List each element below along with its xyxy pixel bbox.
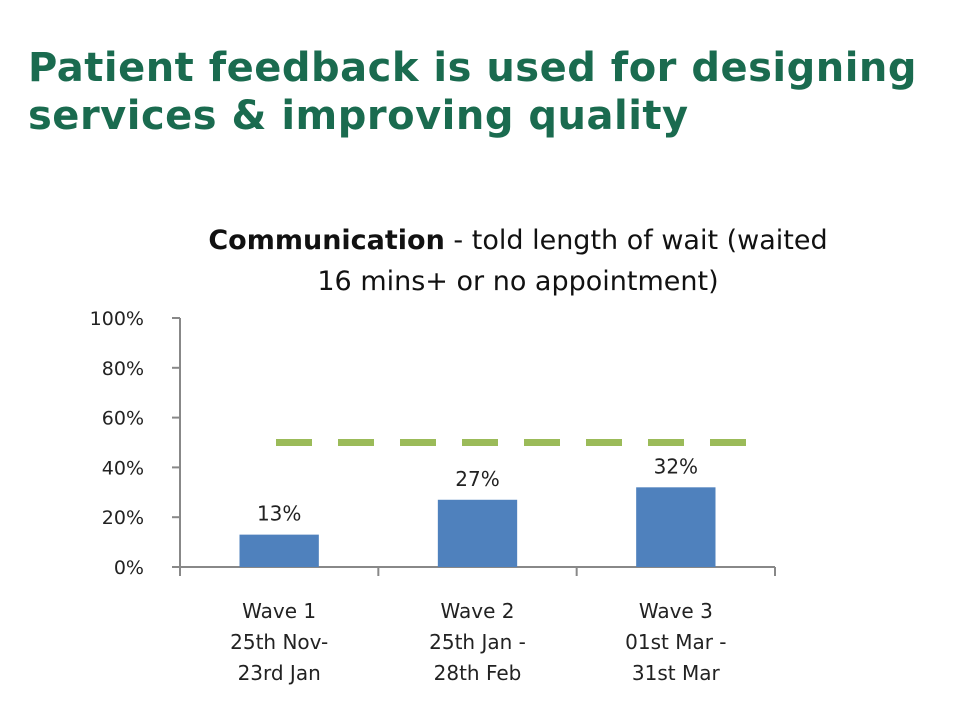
data-label: 27% (455, 467, 499, 491)
category-label: 28th Feb (434, 661, 522, 685)
category-label: 31st Mar (632, 661, 721, 685)
chart-title-bold: Communication (208, 225, 445, 256)
bar (636, 487, 716, 567)
bar (239, 534, 319, 567)
y-tick-label: 20% (102, 507, 144, 529)
chart-title: Communication - told length of wait (wai… (208, 225, 827, 256)
chart-title-rest: - told length of wait (waited (445, 225, 828, 256)
category-label: 25th Nov- (230, 630, 328, 654)
y-tick-label: 60% (102, 408, 144, 430)
y-tick-label: 80% (102, 358, 144, 380)
category-label: 01st Mar - (625, 630, 726, 654)
slide-title-line1: Patient feedback is used for designing (28, 45, 918, 91)
chart-title-line2: 16 mins+ or no appointment) (317, 266, 718, 297)
y-tick-label: 40% (102, 457, 144, 479)
category-label: Wave 2 (441, 599, 515, 623)
category-label: Wave 1 (242, 599, 316, 623)
category-label: Wave 3 (639, 599, 713, 623)
slide-title-line2: services & improving quality (28, 93, 689, 139)
category-label: 23rd Jan (238, 661, 321, 685)
data-label: 32% (654, 454, 698, 478)
data-label: 13% (257, 502, 301, 526)
plot-area: 0% 20% 40% 60% 80% 100% 13% Wave 1 25th Nov- 23rd… (90, 308, 776, 685)
slide-title: Patient feedback is used for designing s… (28, 44, 928, 140)
y-tick-label: 100% (90, 308, 144, 330)
y-tick-label: 0% (114, 557, 144, 579)
bar (437, 499, 518, 567)
category-label: 25th Jan - (429, 630, 526, 654)
